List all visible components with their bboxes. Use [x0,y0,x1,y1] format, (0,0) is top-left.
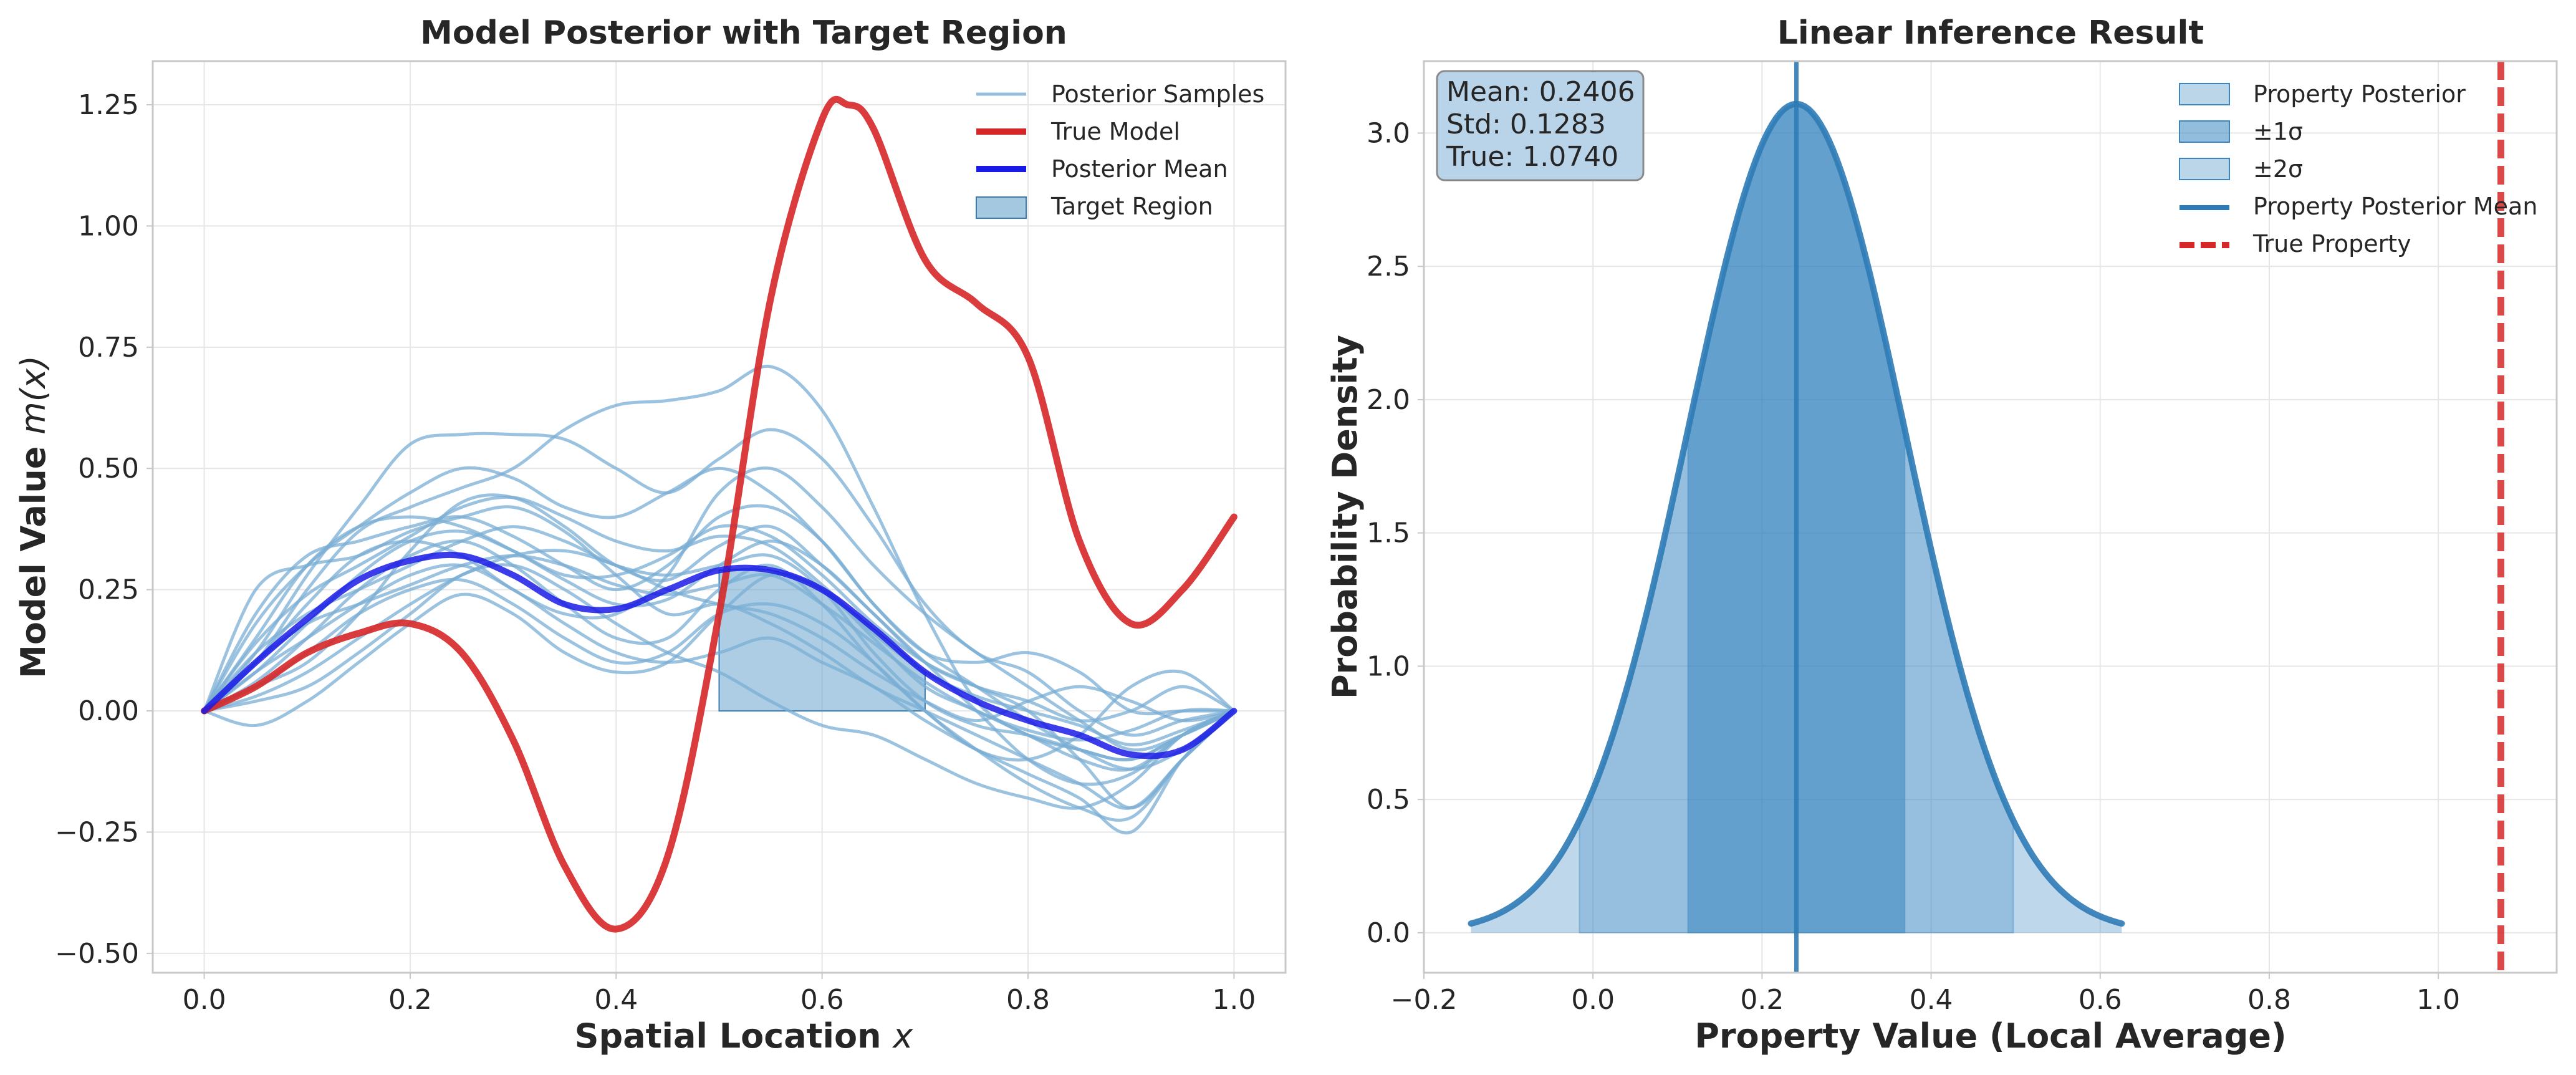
right-x-tick-label: 0.4 [1910,984,1953,1016]
left-x-tick-label: 0.6 [800,984,844,1016]
left-x-axis-label: Spatial Location x [575,1016,914,1056]
right-x-tick-label: −0.2 [1391,984,1458,1016]
right-y-tick-label: 1.0 [1367,650,1410,682]
right-legend: Property Posterior ±1σ ±2σ Property Post… [2179,80,2537,258]
right-tick-labels: −0.2 0.0 0.2 0.4 0.6 0.8 1.0 0.0 0.5 1.0 1.5 2.0 2.5… [1367,117,2460,1016]
right-x-tick-label: 0.6 [2079,984,2122,1016]
left-x-tick-label: 1.0 [1212,984,1256,1016]
left-y-tick-label: 1.25 [78,89,139,121]
left-plot-area [201,95,1238,933]
posterior-sample-line [203,364,1235,761]
left-axes-frame [151,60,1287,974]
left-x-tick-label: 0.2 [388,984,432,1016]
posterior-sample-line [203,466,1235,752]
right-y-tick-label: 3.0 [1367,117,1410,149]
legend-label-property-posterior: Property Posterior [2253,80,2466,108]
right-y-tick-label: 1.5 [1367,518,1410,549]
left-x-axis-variable: x [892,1016,913,1056]
left-y-tick-label: 1.00 [78,210,139,242]
left-x-axis-label-text: Spatial Location [575,1016,882,1056]
legend-swatch-2-sigma [2179,158,2230,180]
legend-label-2-sigma: ±2σ [2253,155,2303,183]
legend-label-true-property: True Property [2252,230,2411,258]
left-y-tick-label: −0.25 [55,816,139,848]
legend-label-property-posterior-mean: Property Posterior Mean [2253,193,2537,220]
right-x-axis-label: Property Value (Local Average) [1694,1016,2286,1056]
stats-std: Std: 0.1283 [1446,108,1606,140]
right-y-tick-label: 0.0 [1367,917,1410,949]
right-y-tick-label: 2.5 [1367,251,1410,282]
posterior-sample-line [203,428,1234,737]
stats-true: True: 1.0740 [1446,141,1618,173]
left-y-tick-label: 0.75 [78,332,139,364]
legend-label-posterior-mean: Posterior Mean [1051,155,1228,183]
posterior-sample-line [203,554,1234,742]
left-chart-title: Model Posterior with Target Region [420,14,1067,52]
left-y-axis-variable: m(x) [14,355,53,435]
right-y-tick-label: 0.5 [1367,784,1410,816]
left-y-tick-label: 0.50 [78,453,139,484]
right-plot-area [1468,61,2505,973]
legend-label-posterior-samples: Posterior Samples [1051,80,1264,108]
right-y-tick-label: 2.0 [1367,384,1410,416]
right-x-tick-label: 0.0 [1571,984,1615,1016]
left-x-tick-label: 0.0 [183,984,226,1016]
stats-box: Mean: 0.2406 Std: 0.1283 True: 1.0740 [1436,70,1645,181]
posterior-sample-line [203,495,1235,747]
right-panel: Linear Inference Result −0.2 0.0 0.2 0.4 0.6… [1325,14,2558,1056]
left-y-tick-label: −0.50 [55,938,139,970]
left-y-tick-label: 0.25 [78,574,139,606]
left-legend: Posterior Samples True Model Posterior M… [976,80,1264,220]
right-x-tick-label: 0.8 [2247,984,2291,1016]
posterior-sample-line [204,563,1235,810]
posterior-sample-line [203,524,1236,810]
right-chart-title: Linear Inference Result [1777,14,2204,52]
legend-label-true-model: True Model [1050,118,1180,145]
left-x-tick-label: 0.4 [594,984,638,1016]
right-x-tick-label: 0.2 [1740,984,1784,1016]
left-y-axis-label: Model Value m(x) [14,355,53,678]
left-x-tick-label: 0.8 [1006,984,1050,1016]
left-y-axis-label-text: Model Value [14,446,53,678]
legend-swatch-1-sigma [2179,120,2230,143]
right-axes-frame [1423,60,2558,974]
left-y-tick-label: 0.00 [78,695,139,727]
right-x-tick-label: 1.0 [2416,984,2460,1016]
left-tick-labels: 0.0 0.2 0.4 0.6 0.8 1.0 −0.50 −0.25 0.00 0.25 0.50… [55,89,1256,1016]
legend-swatch-target-region [976,196,1027,219]
posterior-sample-line [203,504,1234,716]
legend-label-1-sigma: ±1σ [2253,118,2303,145]
posterior-mean-line [201,551,1238,759]
right-y-axis-label: Probability Density [1325,335,1365,699]
true-model-line [201,95,1238,933]
stats-box-background [1436,70,1645,181]
legend-swatch-property-posterior [2179,83,2230,105]
posterior-sample-line [203,563,1236,835]
legend-label-target-region: Target Region [1050,193,1213,220]
stats-mean: Mean: 0.2406 [1446,76,1635,108]
left-panel: Model Posterior with Target Region 0.0 0.… [14,14,1287,1056]
